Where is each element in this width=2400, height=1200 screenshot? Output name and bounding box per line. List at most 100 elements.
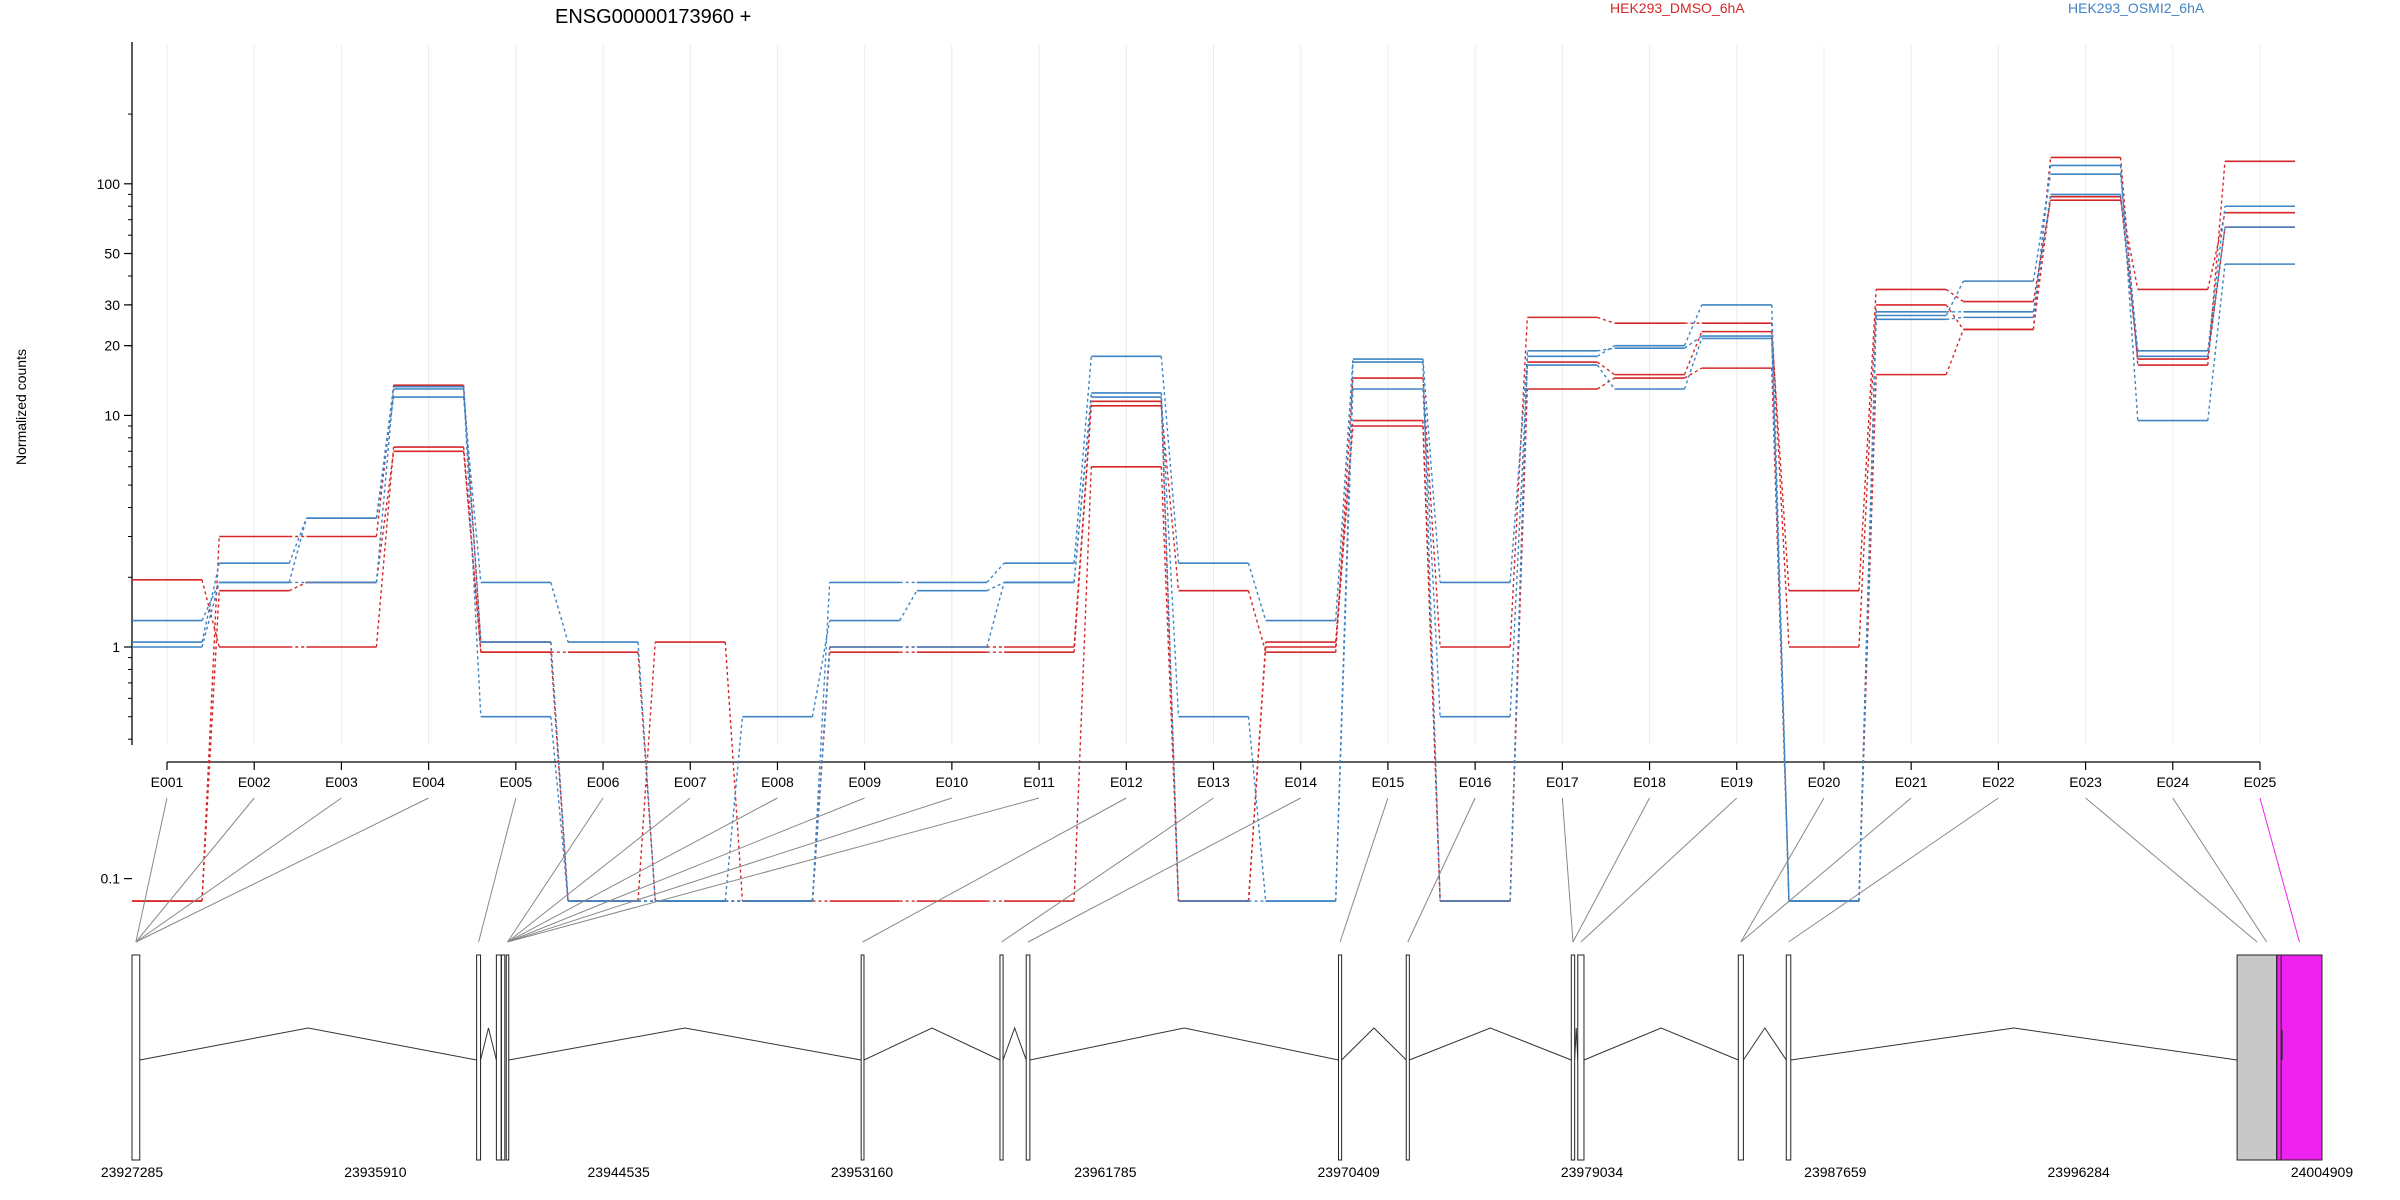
transition-segment [1509, 356, 1529, 583]
transition-segment [1335, 420, 1354, 643]
transition-segment [1073, 405, 1092, 653]
vertical-gridlines [166, 45, 2261, 745]
intron [1029, 1027, 1339, 1061]
genomic-coordinate-label: 23944535 [588, 1164, 651, 1180]
x-tick-label: E002 [238, 774, 271, 790]
genomic-coordinate-label: 23953160 [831, 1164, 894, 1180]
y-tick-label: 100 [97, 176, 121, 192]
x-tick-label: E009 [848, 774, 881, 790]
transition-segment [811, 646, 831, 902]
transition-segment [1945, 280, 1965, 316]
transition-segment [1422, 388, 1441, 717]
transition-segment [550, 582, 569, 643]
transition-segment [1335, 362, 1354, 902]
y-tick-label: 0.1 [101, 871, 121, 887]
genomic-coordinate-label: 23970409 [1318, 1164, 1381, 1180]
x-tick-label: E001 [151, 774, 184, 790]
transition-segment [375, 386, 395, 519]
transition-segment [899, 590, 918, 621]
transition-segment [811, 582, 831, 902]
exon-box [1577, 954, 1585, 1161]
transition-segment [1858, 311, 1877, 902]
transition-segment [375, 388, 395, 583]
transition-segment [462, 386, 482, 717]
transition-segment [1335, 377, 1354, 653]
transition-segment [1509, 350, 1529, 902]
transition-segment [1683, 331, 1703, 375]
transition-segment [462, 451, 482, 653]
legend-label-dmso: HEK293_DMSO_6hA [1610, 0, 1745, 16]
transition-segment [288, 517, 308, 564]
transition-segment [724, 642, 744, 902]
genomic-coordinate-label: 23979034 [1561, 1164, 1624, 1180]
connector-line [1740, 797, 1912, 943]
connector-line [1580, 797, 1738, 943]
connector-line [1572, 797, 1650, 943]
y-tick-label: 30 [104, 297, 120, 313]
exon-box [1025, 954, 1031, 1161]
x-tick-label: E016 [1459, 774, 1492, 790]
transition-segment [2032, 194, 2052, 312]
transition-segment [1771, 323, 1790, 648]
exon-box [500, 954, 506, 1161]
transition-segment [1858, 374, 1877, 902]
intron [1583, 1027, 1739, 1061]
x-tick-label: E018 [1633, 774, 1666, 790]
connector-line [1001, 797, 1214, 943]
transition-segment [724, 716, 744, 902]
transition-segment [2032, 196, 2052, 330]
transition-segment [201, 563, 220, 643]
x-axis: E001 E002 E003 E004 E005 E006 E007 E008 E009 E010… [151, 761, 2277, 790]
x-tick-label: E011 [1023, 774, 1055, 790]
x-tick-label: E023 [2069, 774, 2102, 790]
transition-segment [2032, 200, 2052, 302]
connector-line [2085, 797, 2258, 943]
transition-segment [462, 396, 482, 583]
x-tick-label: E013 [1197, 774, 1230, 790]
transition-segment [550, 642, 569, 902]
chart-title: ENSG00000173960 + [555, 6, 751, 28]
x-tick-label: E006 [587, 774, 620, 790]
transition-segment [637, 642, 656, 902]
connector-line [1788, 797, 1999, 943]
transition-segment [637, 642, 656, 902]
transition-segment [1335, 425, 1354, 648]
transition-segment [986, 562, 1005, 583]
x-tick-label: E004 [412, 774, 445, 790]
transition-segment [1597, 347, 1615, 352]
x-tick-label: E022 [1982, 774, 2015, 790]
x-tick-label: E019 [1720, 774, 1753, 790]
transition-segment [1858, 289, 1877, 591]
transition-segment [1945, 288, 1964, 303]
transition-segment [1683, 304, 1703, 346]
exon-box [1405, 954, 1410, 1161]
transition-segment [1945, 329, 1965, 375]
exon-box [2236, 954, 2278, 1161]
y-axis: 0.1 1 10 20 30 50 100 [97, 42, 133, 887]
transition-segment [2032, 165, 2052, 318]
connector-line [862, 797, 1127, 943]
exon-box [476, 954, 482, 1161]
genomic-coordinate-axis: 23927285 23935910 23944535 23953160 23961785… [101, 1164, 2354, 1180]
transition-segment [1771, 336, 1790, 902]
intron [508, 1027, 862, 1061]
transition-segment [2119, 157, 2139, 366]
exon-connector-lines [135, 797, 2300, 943]
transition-segment [1160, 356, 1180, 564]
y-tick-label: 1 [112, 639, 120, 655]
x-tick-label: E020 [1808, 774, 1841, 790]
genomic-coordinate-label: 23935910 [344, 1164, 407, 1180]
transition-segment [1422, 359, 1441, 583]
x-tick-label: E015 [1372, 774, 1405, 790]
transition-segment [201, 590, 220, 902]
transition-segment [1073, 396, 1092, 583]
genomic-coordinate-label: 23987659 [1804, 1164, 1867, 1180]
transition-segment [1247, 716, 1267, 902]
connector-line [507, 797, 691, 943]
transition-segment [1335, 359, 1354, 621]
connector-line [135, 797, 342, 943]
x-tick-label: E024 [2156, 774, 2189, 790]
connector-line [507, 797, 604, 943]
transition-segment [1771, 331, 1790, 591]
transition-segment [1160, 392, 1180, 717]
